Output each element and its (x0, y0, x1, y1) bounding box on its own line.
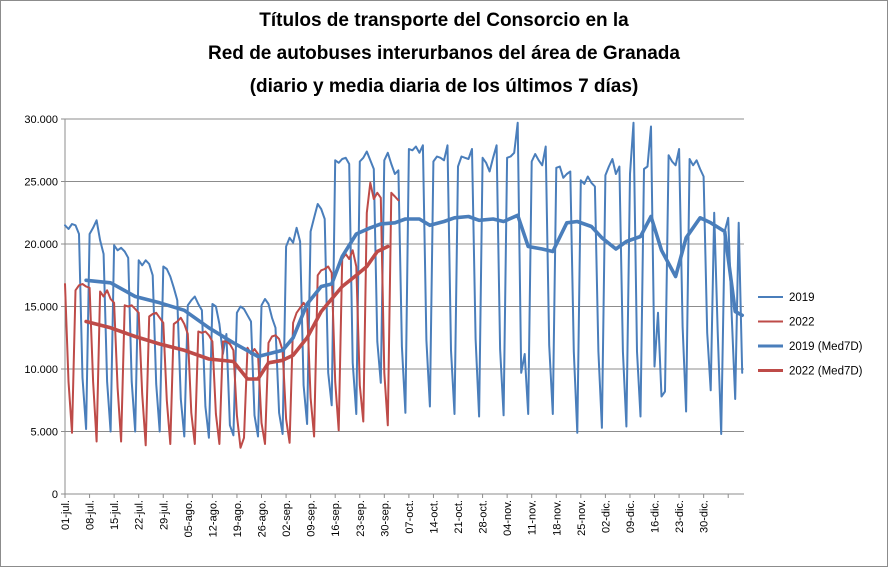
x-tick-label: 25-nov. (576, 500, 588, 536)
x-tick-label: 14-oct. (428, 500, 440, 534)
y-tick-label: 20.000 (24, 239, 58, 251)
x-tick-label: 07-oct. (404, 500, 416, 534)
y-axis: 0 5.000 10.000 15.000 20.000 25.000 30.000 (24, 114, 66, 501)
x-tick-label: 08-jul. (85, 500, 97, 530)
y-tick-label: 10.000 (24, 364, 58, 376)
x-tick-label: 18-nov. (551, 500, 563, 536)
legend-label: 2022 (Med7D) (789, 366, 863, 378)
x-tick-label: 16-sep. (330, 500, 342, 537)
legend-label: 2019 (Med7D) (789, 341, 863, 353)
x-tick-label: 09-sep. (306, 500, 318, 537)
x-tick-label: 02-sep. (281, 500, 293, 537)
x-tick-label: 16-dic. (650, 500, 662, 533)
x-axis: 01-jul. 08-jul. 15-jul. 22-jul. 29-jul. 05-ag… (60, 493, 744, 537)
x-tick-label: 15-jul. (109, 500, 121, 530)
x-tick-label: 19-ago. (232, 500, 244, 537)
y-tick-label: 5.000 (30, 427, 58, 439)
x-tick-label: 01-jul. (60, 500, 72, 530)
x-tick-label: 28-oct. (478, 500, 490, 534)
series-line-2019 (64, 121, 744, 439)
x-tick-label: 26-ago. (257, 500, 269, 537)
legend: 2019 2022 2019 (Med7D) 2022 (Med7D) (758, 292, 863, 378)
x-tick-label: 12-ago. (207, 500, 219, 537)
x-tick-label: 30-sep. (379, 500, 391, 537)
x-tick-label: 04-nov. (502, 500, 514, 536)
x-tick-label: 05-ago. (183, 500, 195, 537)
x-tick-label: 09-dic. (625, 500, 637, 533)
y-tick-label: 0 (52, 489, 58, 501)
series-line-2022 (64, 181, 400, 449)
legend-label: 2022 (789, 317, 815, 329)
chart-title-line-3: (diario y media diaria de los últimos 7 … (249, 76, 639, 97)
chart-title-line-2: Red de autobuses interurbanos del área d… (208, 43, 680, 64)
x-tick-label: 22-jul. (134, 500, 146, 530)
chart-title-line-1: Títulos de transporte del Consorcio en l… (259, 10, 629, 31)
legend-label: 2019 (789, 292, 815, 304)
series-line-2022-med7d (84, 244, 390, 381)
gridlines (65, 118, 744, 495)
x-tick-label: 30-dic. (699, 500, 711, 533)
y-tick-label: 25.000 (24, 177, 58, 189)
x-tick-label: 23-dic. (674, 500, 686, 533)
y-tick-label: 30.000 (24, 114, 58, 126)
x-tick-label: 23-sep. (355, 500, 367, 537)
series-lines (64, 121, 745, 449)
x-tick-label: 21-oct. (453, 500, 465, 534)
x-tick-label: 11-nov. (527, 500, 539, 535)
x-tick-label: 29-jul. (158, 500, 170, 530)
x-tick-label: 02-dic. (600, 500, 612, 533)
y-tick-label: 15.000 (24, 302, 58, 314)
series-line-2019-med7d (84, 213, 745, 359)
